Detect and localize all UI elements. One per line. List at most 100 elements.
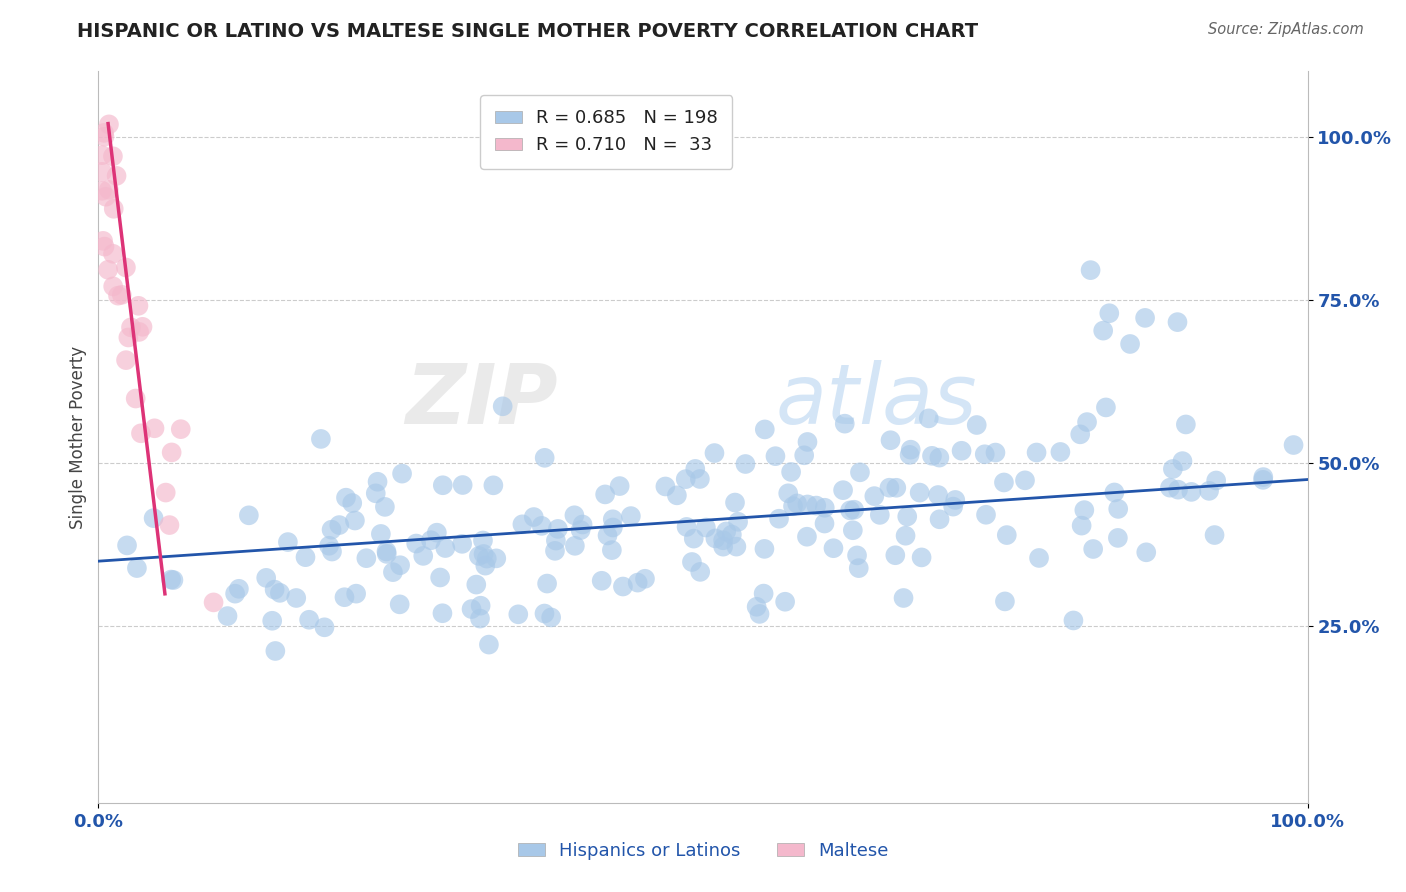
Y-axis label: Single Mother Poverty: Single Mother Poverty: [69, 345, 87, 529]
Point: [1167, 483, 1189, 497]
Point: [796, 530, 818, 544]
Point: [1119, 337, 1142, 351]
Point: [160, 445, 183, 459]
Point: [1098, 306, 1121, 320]
Point: [879, 481, 901, 495]
Point: [91, 148, 114, 162]
Point: [1174, 417, 1197, 432]
Point: [391, 467, 413, 481]
Point: [1028, 551, 1050, 566]
Point: [682, 532, 704, 546]
Point: [869, 508, 891, 522]
Point: [111, 288, 134, 302]
Point: [482, 478, 505, 492]
Point: [470, 599, 492, 613]
Point: [1095, 401, 1118, 415]
Point: [115, 538, 138, 552]
Point: [1107, 531, 1129, 545]
Point: [492, 399, 515, 413]
Point: [269, 586, 291, 600]
Point: [263, 582, 285, 597]
Point: [1133, 310, 1156, 325]
Point: [782, 500, 804, 514]
Point: [921, 449, 943, 463]
Point: [298, 613, 321, 627]
Point: [842, 523, 865, 537]
Point: [848, 561, 870, 575]
Point: [101, 149, 124, 163]
Text: Source: ZipAtlas.com: Source: ZipAtlas.com: [1208, 22, 1364, 37]
Point: [375, 547, 398, 561]
Point: [966, 417, 988, 432]
Point: [721, 527, 744, 541]
Point: [451, 537, 474, 551]
Point: [170, 422, 193, 436]
Point: [1166, 315, 1188, 329]
Point: [143, 421, 166, 435]
Point: [343, 514, 366, 528]
Point: [426, 525, 449, 540]
Point: [262, 614, 284, 628]
Point: [834, 417, 856, 431]
Point: [569, 523, 592, 537]
Point: [752, 586, 775, 600]
Point: [780, 465, 803, 479]
Point: [93, 126, 115, 140]
Point: [419, 533, 441, 548]
Point: [91, 234, 114, 248]
Point: [564, 508, 586, 523]
Point: [97, 262, 120, 277]
Point: [1062, 614, 1084, 628]
Legend: Hispanics or Latinos, Maltese: Hispanics or Latinos, Maltese: [510, 835, 896, 867]
Point: [472, 533, 495, 548]
Point: [1253, 470, 1275, 484]
Point: [162, 573, 184, 587]
Point: [115, 353, 138, 368]
Point: [129, 426, 152, 441]
Point: [796, 498, 818, 512]
Point: [285, 591, 308, 605]
Point: [128, 325, 150, 339]
Point: [748, 607, 770, 621]
Point: [1070, 518, 1092, 533]
Point: [689, 472, 711, 486]
Point: [131, 319, 153, 334]
Point: [472, 547, 495, 561]
Point: [474, 558, 496, 573]
Point: [928, 450, 950, 465]
Point: [928, 512, 950, 526]
Point: [485, 551, 508, 566]
Point: [321, 544, 343, 558]
Point: [120, 320, 142, 334]
Point: [159, 518, 181, 533]
Point: [93, 239, 115, 253]
Point: [314, 620, 336, 634]
Point: [127, 299, 149, 313]
Point: [724, 495, 747, 509]
Point: [1083, 541, 1105, 556]
Point: [1198, 483, 1220, 498]
Point: [634, 572, 657, 586]
Point: [370, 527, 392, 541]
Point: [375, 544, 398, 558]
Point: [884, 481, 907, 495]
Point: [754, 541, 776, 556]
Point: [612, 580, 634, 594]
Point: [94, 190, 117, 204]
Point: [547, 522, 569, 536]
Point: [1049, 445, 1071, 459]
Point: [254, 571, 277, 585]
Point: [475, 551, 498, 566]
Point: [536, 576, 558, 591]
Point: [600, 543, 623, 558]
Point: [101, 279, 124, 293]
Text: ZIP: ZIP: [405, 360, 558, 441]
Point: [523, 510, 546, 524]
Point: [675, 472, 697, 486]
Point: [105, 169, 128, 183]
Point: [806, 499, 828, 513]
Point: [796, 434, 818, 449]
Point: [318, 539, 340, 553]
Point: [142, 511, 165, 525]
Point: [863, 489, 886, 503]
